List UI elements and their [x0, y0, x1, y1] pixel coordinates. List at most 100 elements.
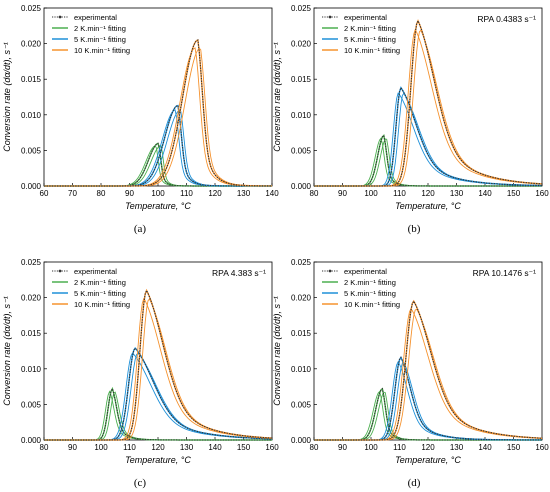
series-line-experimental [314, 86, 543, 187]
series-line-experimental [44, 347, 273, 441]
series-line-5k-fitting [314, 86, 543, 187]
legend-label: 2 K.min⁻¹ fitting [344, 278, 396, 287]
series-line-10k-fitting [44, 288, 273, 441]
y-tick-label: 0.010 [291, 365, 312, 374]
y-tick-label: 0.025 [291, 4, 312, 13]
y-tick-label: 0.015 [291, 329, 312, 338]
legend-marker [58, 269, 62, 273]
x-tick-label: 120 [208, 189, 222, 198]
y-tick-label: 0.000 [291, 182, 312, 191]
y-tick-label: 0.000 [21, 182, 42, 191]
x-tick-label: 80 [97, 189, 106, 198]
panel-caption: (b) [408, 223, 421, 235]
y-tick-label: 0.010 [21, 111, 42, 120]
legend-label: 10 K.min⁻¹ fitting [344, 46, 400, 55]
legend-label: 10 K.min⁻¹ fitting [74, 300, 130, 309]
x-tick-label: 80 [310, 443, 319, 452]
series-line-2k-fitting [314, 138, 542, 187]
series-line-2k-fitting [314, 390, 542, 441]
x-tick-label: 150 [507, 443, 521, 452]
y-axis-label: Conversion rate (dα/dt), s⁻¹ [272, 296, 282, 405]
y-tick-label: 0.000 [291, 436, 312, 445]
y-axis-label: Conversion rate (dα/dt), s⁻¹ [2, 296, 12, 405]
x-tick-label: 100 [94, 443, 108, 452]
series-line-10k-fitting [314, 29, 543, 187]
legend-label: 5 K.min⁻¹ fitting [74, 35, 126, 44]
legend-marker [328, 269, 332, 273]
panel-caption: (c) [134, 477, 147, 489]
x-tick-label: 100 [151, 189, 165, 198]
y-tick-label: 0.005 [291, 146, 312, 155]
series-line-experimental [44, 142, 272, 187]
x-tick-label: 70 [68, 189, 77, 198]
legend-label: 5 K.min⁻¹ fitting [344, 289, 396, 298]
legend-label: 10 K.min⁻¹ fitting [74, 46, 130, 55]
x-tick-label: 120 [151, 443, 165, 452]
y-tick-label: 0.025 [291, 258, 312, 267]
x-tick-label: 110 [123, 443, 136, 452]
legend-marker [328, 15, 332, 19]
x-axis-label: Temperature, °C [125, 455, 191, 465]
chart-panel-c: 80 90 100 110 120 130 140 150 160 0.000 0.005 0.010… [2, 258, 279, 489]
x-axis-label: Temperature, °C [395, 201, 461, 211]
y-tick-label: 0.005 [21, 146, 42, 155]
series-line-2k-fitting [314, 391, 542, 441]
chart-panel-d: 80 90 100 110 120 130 140 150 160 0.000 0.005 0.010… [272, 258, 549, 489]
series-line-10k-fitting [44, 47, 272, 187]
x-tick-label: 120 [421, 443, 435, 452]
x-tick-label: 80 [40, 443, 49, 452]
x-tick-label: 120 [421, 189, 435, 198]
x-tick-label: 60 [40, 189, 49, 198]
x-tick-label: 90 [338, 189, 347, 198]
legend-label: 2 K.min⁻¹ fitting [74, 278, 126, 287]
series-line-experimental [314, 387, 542, 441]
series-line-5k-fitting [44, 352, 273, 441]
series-line-10k-fitting [44, 297, 273, 441]
y-tick-label: 0.005 [21, 400, 42, 409]
series-line-5k-fitting [314, 361, 542, 441]
series-line-10k-fitting [314, 299, 543, 441]
series-line-2k-fitting [44, 144, 272, 187]
legend-label: experimental [74, 267, 117, 276]
y-axis-label: Conversion rate (dα/dt), s⁻¹ [272, 42, 282, 151]
chart-panel-a: 60 70 80 90 100 110 120 130 140 0.000 0.005 0.010 0.… [2, 4, 279, 235]
y-tick-label: 0.015 [21, 329, 42, 338]
panel-annotation: RPA 0.4383 s⁻¹ [477, 14, 536, 24]
series-line-2k-fitting [44, 142, 272, 187]
x-tick-label: 130 [450, 443, 464, 452]
y-tick-label: 0.020 [21, 40, 42, 49]
x-tick-label: 100 [364, 189, 378, 198]
x-tick-label: 130 [450, 189, 464, 198]
series-line-5k-fitting [44, 352, 273, 441]
x-tick-label: 80 [310, 189, 319, 198]
series-line-10k-fitting [44, 298, 273, 441]
x-tick-label: 140 [265, 189, 279, 198]
series-line-2k-fitting [44, 145, 272, 187]
legend-label: 5 K.min⁻¹ fitting [74, 289, 126, 298]
legend-label: experimental [74, 13, 117, 22]
x-tick-label: 110 [393, 443, 406, 452]
x-tick-label: 150 [237, 443, 251, 452]
y-tick-label: 0.020 [21, 294, 42, 303]
x-tick-label: 160 [535, 443, 549, 452]
legend-label: 5 K.min⁻¹ fitting [344, 35, 396, 44]
y-tick-label: 0.010 [291, 111, 312, 120]
legend-label: experimental [344, 13, 387, 22]
series-line-2k-fitting [314, 387, 542, 441]
series-line-5k-fitting [314, 92, 543, 187]
panel-annotation: RPA 10.1476 s⁻¹ [473, 268, 537, 278]
y-tick-label: 0.020 [291, 40, 312, 49]
legend-label: 10 K.min⁻¹ fitting [344, 300, 400, 309]
legend-label: 2 K.min⁻¹ fitting [74, 24, 126, 33]
series-line-10k-fitting [314, 308, 543, 441]
y-tick-label: 0.015 [21, 75, 42, 84]
series-line-experimental [314, 300, 543, 441]
series-line-5k-fitting [44, 104, 272, 187]
panel-caption: (a) [134, 223, 147, 235]
panel-annotation: RPA 4.383 s⁻¹ [212, 268, 266, 278]
x-tick-label: 130 [237, 189, 251, 198]
chart-panel-b: 80 90 100 110 120 130 140 150 160 0.000 0.005 0.010… [272, 4, 549, 235]
legend-label: 2 K.min⁻¹ fitting [344, 24, 396, 33]
series-line-5k-fitting [44, 347, 273, 441]
